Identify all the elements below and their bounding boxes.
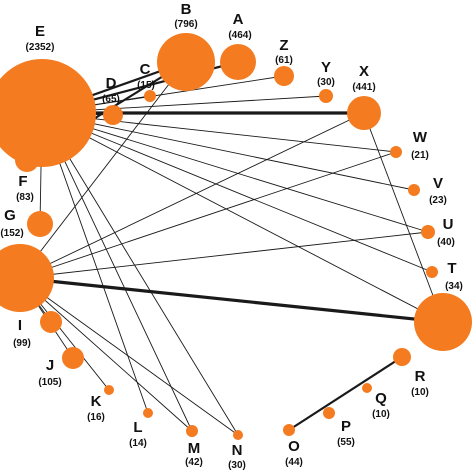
node-label-n: N: [232, 442, 243, 459]
edge-h-w: [19, 151, 397, 279]
labels-layer: E(2352)B(796) A(464)C(15)D(65)Z(61) Y(30)X…: [0, 1, 463, 471]
node-label-y: Y: [321, 59, 331, 76]
node-c: [144, 90, 156, 102]
node-label-m: M: [188, 440, 201, 457]
edge-e-v: [41, 112, 415, 191]
node-label-v: V: [433, 175, 443, 192]
node-label-c: C: [140, 61, 151, 78]
node-label-d: D: [106, 75, 117, 92]
node-q: [362, 383, 372, 393]
edge-h-u: [19, 231, 429, 279]
node-o: [283, 424, 295, 436]
node-count-f: (83): [16, 192, 34, 203]
node-label-u: U: [443, 216, 454, 233]
node-i: [40, 311, 62, 333]
node-j: [62, 347, 84, 369]
node-label-z: Z: [279, 37, 288, 54]
node-a: [220, 44, 256, 80]
node-k: [104, 385, 114, 395]
node-v: [408, 184, 420, 196]
node-count-g: (152): [0, 228, 23, 239]
node-label-j: J: [46, 357, 54, 374]
node-count-x: (441): [352, 82, 375, 93]
node-label-e: E: [35, 23, 45, 40]
node-count-b: (796): [174, 19, 197, 30]
node-p: [323, 407, 335, 419]
node-y: [319, 89, 333, 103]
node-label-g: G: [4, 207, 16, 224]
node-count-u: (40): [437, 237, 455, 248]
node-count-q: (10): [372, 409, 390, 420]
edge-e-u: [41, 112, 429, 233]
edge-e-m: [41, 112, 193, 432]
node-f: [15, 148, 39, 172]
nodes-layer: [0, 33, 472, 440]
edge-h-s: [19, 276, 444, 324]
node-label-t: T: [447, 260, 456, 277]
node-count-j: (105): [38, 377, 61, 388]
node-count-r: (10): [411, 387, 429, 398]
node-count-a: (464): [228, 30, 251, 41]
node-count-e: (2352): [26, 42, 55, 53]
node-r: [393, 348, 411, 366]
node-s: [414, 293, 472, 351]
node-count-n: (30): [228, 460, 246, 471]
node-label-r: R: [415, 368, 426, 385]
node-count-l: (14): [129, 438, 147, 449]
node-label-a: A: [233, 11, 244, 28]
node-x: [347, 96, 381, 130]
node-m: [186, 425, 198, 437]
node-label-i: I: [18, 317, 22, 334]
node-count-m: (42): [185, 457, 203, 468]
node-label-q: Q: [375, 390, 387, 407]
node-count-t: (34): [445, 281, 463, 292]
node-count-k: (16): [87, 412, 105, 423]
node-label-l: L: [133, 419, 142, 436]
node-count-p: (55): [337, 437, 355, 448]
node-count-v: (23): [429, 195, 447, 206]
edge-e-t: [41, 112, 433, 273]
node-count-c: (15): [137, 80, 155, 91]
node-b: [157, 33, 215, 91]
node-label-b: B: [181, 1, 192, 18]
node-count-d: (65): [102, 94, 120, 105]
node-label-f: F: [18, 173, 27, 190]
node-label-w: W: [413, 129, 428, 146]
edge-h-x: [19, 112, 365, 279]
edge-x-s: [363, 112, 444, 323]
node-g: [27, 211, 53, 237]
edge-e-w: [41, 112, 397, 153]
node-w: [390, 146, 402, 158]
node-count-y: (30): [317, 77, 335, 88]
node-count-z: (61): [275, 55, 293, 66]
edge-h-b: [19, 61, 187, 279]
node-l: [143, 408, 153, 418]
edge-h-m: [19, 277, 193, 432]
node-u: [421, 225, 435, 239]
edge-h-n: [19, 277, 239, 436]
edge-e-s: [41, 112, 444, 323]
node-t: [426, 266, 438, 278]
node-h: [0, 244, 54, 312]
edge-r-o: [288, 356, 403, 431]
edge-e-n: [41, 112, 239, 436]
node-label-p: P: [341, 418, 351, 435]
node-label-k: K: [91, 393, 102, 410]
node-label-x: X: [359, 63, 369, 80]
node-e: [0, 59, 96, 167]
node-label-o: O: [288, 438, 300, 455]
node-n: [233, 430, 243, 440]
node-z: [274, 66, 294, 86]
node-d: [103, 105, 123, 125]
node-count-i: (99): [13, 338, 31, 349]
node-count-w: (21): [411, 150, 429, 161]
node-count-o: (44): [285, 457, 303, 468]
